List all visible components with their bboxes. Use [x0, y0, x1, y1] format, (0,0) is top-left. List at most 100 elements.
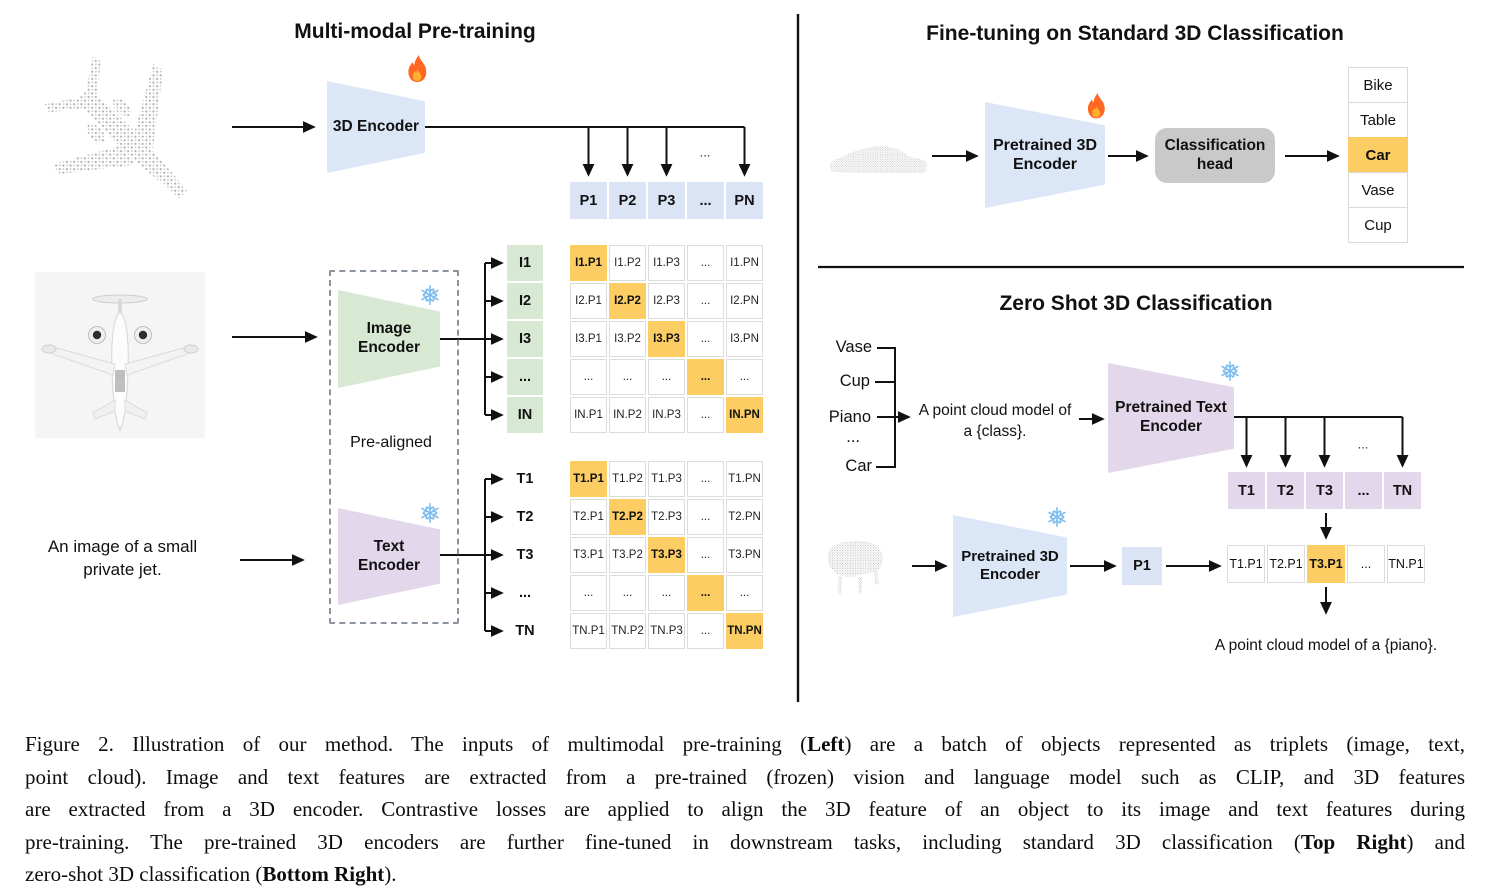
cell: T2.PN: [726, 499, 763, 535]
cell: P3: [648, 182, 685, 219]
cell: ...: [687, 537, 724, 573]
image-feature-column: I1 I2 I3... IN: [507, 245, 543, 433]
cell: ...: [687, 575, 724, 611]
cell: T1.P2: [609, 461, 646, 497]
cell: T3.P1: [570, 537, 607, 573]
classification-head: Classification head: [1155, 128, 1275, 183]
caption-line: are extracted from a 3D encoder. Contras…: [25, 797, 1465, 821]
cell: T2.P1: [1267, 545, 1305, 583]
finetuning-title: Fine-tuning on Standard 3D Classificatio…: [926, 22, 1344, 45]
caption-line: pre-training. The pre-trained 3D encoder…: [25, 829, 1465, 854]
cell: ...: [648, 359, 685, 395]
cell: P1: [570, 182, 607, 219]
caption-line: point cloud). Image and text features ar…: [25, 764, 1465, 789]
3d-encoder-label: 3D Encoder: [332, 117, 420, 135]
cell: P2: [609, 182, 646, 219]
cell: Cup: [1348, 207, 1408, 243]
cell: ...: [687, 499, 724, 535]
text-encoder-label: Text Encoder: [357, 537, 420, 574]
cell: T2.P3: [648, 499, 685, 535]
similarity-row: T1.P1 T2.P1 T3.P1... TN.P1: [1227, 545, 1425, 583]
text-feature-column: T1 T2 T3... TN: [507, 461, 543, 649]
image-caption-text: An image of a small private jet.: [47, 537, 198, 579]
cell: I2.P2: [609, 283, 646, 319]
cell: T3.PN: [726, 537, 763, 573]
cell: TN: [1384, 472, 1421, 509]
cell: TN.PN: [726, 613, 763, 649]
cell: TN.P1: [570, 613, 607, 649]
snowflake-icon: [421, 285, 439, 305]
cell: T3.P2: [609, 537, 646, 573]
cell: ...: [687, 359, 724, 395]
cell: IN: [507, 397, 543, 433]
cell: ...: [687, 461, 724, 497]
pretraining-title: Multi-modal Pre-training: [294, 20, 536, 43]
cell: T3.P3: [648, 537, 685, 573]
cell: IN.P2: [609, 397, 646, 433]
cell: ...: [518, 585, 532, 601]
cell: I3.P3: [648, 321, 685, 357]
prompt-class-ellipsis: ...: [846, 428, 860, 446]
p-feature-row: P1 P2 P3... PN: [570, 182, 763, 219]
cell: ...: [687, 397, 724, 433]
cell: T2.P1: [570, 499, 607, 535]
cell: ...: [687, 283, 724, 319]
cell: I3.PN: [726, 321, 763, 357]
cell: I1.P3: [648, 245, 685, 281]
classification-head-label: Classification head: [1164, 136, 1266, 173]
cell: T1.P1: [570, 461, 607, 497]
cell: T3: [516, 547, 534, 563]
fire-icon: [1087, 92, 1105, 119]
figure-caption: Figure 2. Illustration of our method. Th…: [25, 728, 1465, 888]
cell: Car: [1348, 137, 1408, 173]
cell: T1: [516, 471, 534, 487]
cell: I3.P2: [609, 321, 646, 357]
cell: I1.P2: [609, 245, 646, 281]
cell: I2: [507, 283, 543, 319]
cell: I1.PN: [726, 245, 763, 281]
text-point-similarity-matrix: T1.P1 T1.P2 T1.P3... T1.PN T2.P1 T2.P2 T2.P3..…: [570, 461, 763, 649]
cell: ...: [609, 359, 646, 395]
p1-feature-cell: P1: [1122, 547, 1162, 585]
cell: ...: [648, 575, 685, 611]
prompt-class-vase: Vase: [835, 338, 872, 356]
zeroshot-title: Zero Shot 3D Classification: [999, 292, 1273, 315]
snowflake-icon: [421, 503, 439, 523]
prompt-class-cup: Cup: [839, 372, 870, 390]
cell: ...: [687, 613, 724, 649]
cell: ...: [507, 359, 543, 395]
cell: I1.P1: [570, 245, 607, 281]
cell: I2.PN: [726, 283, 763, 319]
caption-line: zero-shot 3D classification (Bottom Righ…: [25, 862, 397, 886]
cell: I3.P1: [570, 321, 607, 357]
cell: I2.P1: [570, 283, 607, 319]
cell: T3.P1: [1307, 545, 1345, 583]
ellipsis-note-left: ...: [699, 144, 711, 160]
prompt-template-text: A point cloud model of a {class}.: [918, 402, 1072, 440]
cell: ...: [1345, 472, 1382, 509]
cell: TN.P2: [609, 613, 646, 649]
image-encoder-label: Image Encoder: [357, 320, 420, 356]
cell: ...: [1347, 545, 1385, 583]
airplane-photo: [35, 272, 205, 438]
cell: T1: [1228, 472, 1265, 509]
prompt-class-car: Car: [845, 457, 872, 475]
cell: IN.P3: [648, 397, 685, 433]
pre-aligned-box: [329, 270, 459, 624]
cell: T1.P3: [648, 461, 685, 497]
pretrained-3d-encoder-label: Pretrained 3D Encoder: [992, 136, 1098, 173]
cell: Bike: [1348, 67, 1408, 103]
cell: ...: [726, 575, 763, 611]
fire-icon: [408, 54, 427, 83]
pre-aligned-label: Pre-aligned: [350, 434, 432, 451]
cell: T3: [1306, 472, 1343, 509]
cell: IN.P1: [570, 397, 607, 433]
cell: TN: [515, 623, 535, 639]
piano-point-cloud: [827, 540, 883, 596]
cell: Table: [1348, 102, 1408, 138]
t-feature-row: T1 T2 T3... TN: [1228, 472, 1421, 509]
cell: ...: [570, 359, 607, 395]
cell: PN: [726, 182, 763, 219]
